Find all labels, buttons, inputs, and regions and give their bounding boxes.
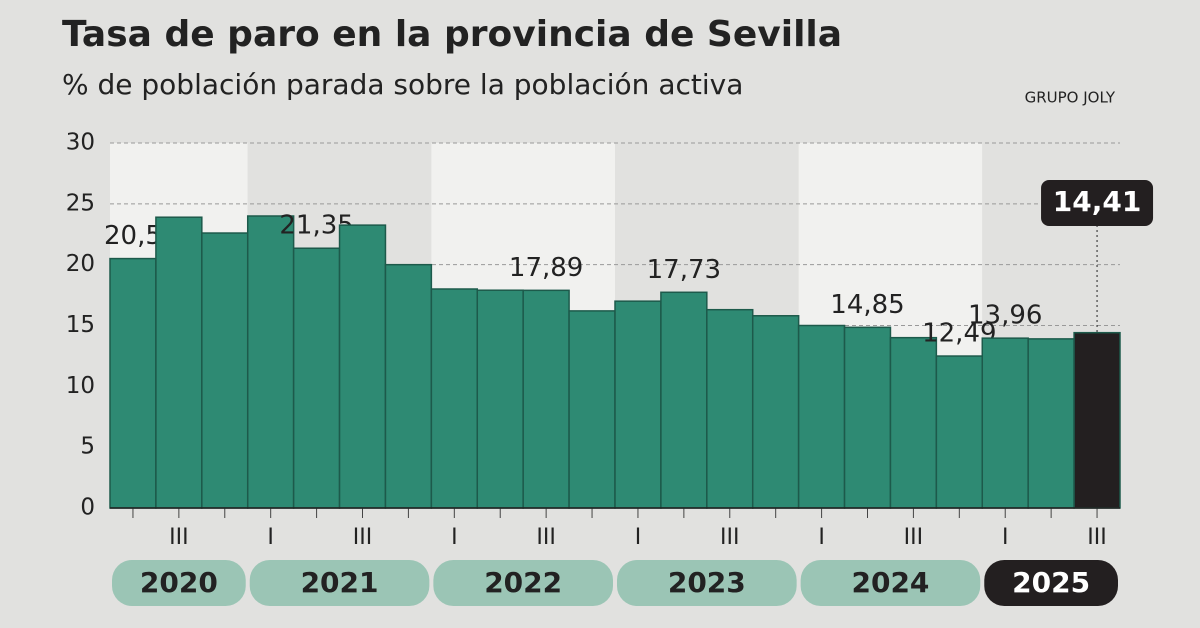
year-label: 2025	[1012, 566, 1090, 599]
bar	[201, 232, 249, 509]
bar	[430, 288, 479, 509]
x-tick-label: III	[169, 525, 188, 550]
x-tick-label: I	[635, 525, 642, 550]
year-label: 2021	[301, 566, 379, 599]
bar	[384, 263, 433, 509]
label-box	[1041, 180, 1154, 226]
x-tick-label: III	[720, 525, 739, 550]
bar	[751, 315, 800, 509]
year-label: 2022	[484, 566, 562, 599]
y-tick-label: 25	[66, 190, 95, 216]
bar	[568, 310, 616, 509]
y-tick-label: 10	[66, 373, 95, 399]
chart-title: Tasa de paro en la provincia de Sevilla	[62, 14, 842, 55]
x-tick-label: I	[818, 525, 825, 550]
y-tick-label: 30	[66, 130, 95, 156]
year-pill	[249, 560, 430, 606]
bar	[522, 289, 570, 509]
x-tick-label: I	[451, 525, 458, 550]
y-tick-label: 0	[80, 495, 95, 521]
year-label: 2024	[851, 566, 929, 599]
bar	[843, 326, 892, 509]
chart-subtitle: % de población parada sobre la población…	[62, 68, 743, 101]
bar	[981, 337, 1029, 509]
bar	[1073, 331, 1121, 509]
y-tick-label: 15	[66, 312, 95, 338]
year-pill	[617, 560, 797, 606]
bar	[338, 224, 387, 509]
value-label: 13,96	[968, 301, 1042, 331]
bar	[614, 300, 662, 509]
x-tick-label: I	[1002, 525, 1009, 550]
bar	[246, 215, 295, 509]
bar	[797, 324, 846, 509]
bar	[292, 247, 341, 509]
bar	[706, 308, 754, 509]
year-label: 2023	[668, 566, 746, 599]
x-tick-label: III	[1087, 525, 1106, 550]
value-label: 17,73	[647, 255, 721, 285]
year-pill	[433, 560, 613, 606]
bar	[109, 257, 157, 509]
x-tick-label: III	[536, 525, 555, 550]
value-label: 17,89	[509, 253, 583, 283]
bar	[1027, 338, 1075, 509]
year-pill	[984, 560, 1118, 606]
value-label: 20,5	[104, 221, 162, 251]
value-label: 14,41	[1053, 185, 1142, 218]
y-tick-label: 20	[66, 251, 95, 277]
source: GRUPO JOLY	[1025, 89, 1116, 107]
year-pill	[112, 560, 246, 606]
bar	[935, 355, 984, 509]
bar	[476, 289, 524, 509]
year-label: 2020	[140, 566, 218, 599]
value-label: 14,85	[830, 290, 904, 320]
y-tick-label: 5	[80, 434, 95, 460]
x-tick-label: III	[904, 525, 923, 550]
bar	[660, 291, 708, 509]
bar	[155, 216, 203, 509]
x-tick-label: III	[353, 525, 372, 550]
year-pill	[800, 560, 981, 606]
x-tick-label: I	[267, 525, 274, 550]
bar	[889, 336, 938, 509]
